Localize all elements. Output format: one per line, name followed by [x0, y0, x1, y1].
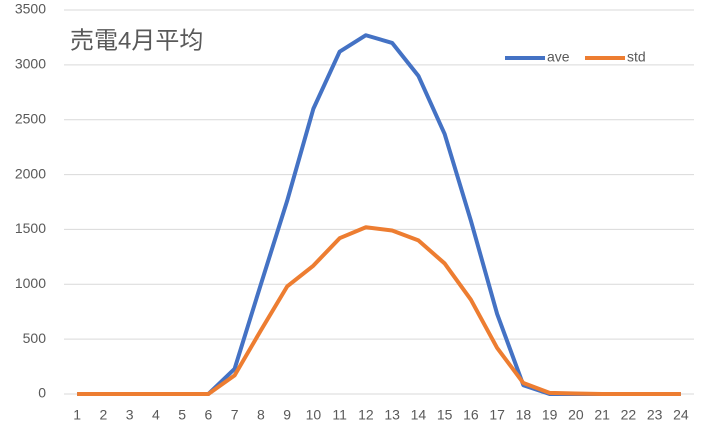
y-tick-label: 0 [38, 385, 46, 401]
y-tick-label: 1500 [15, 220, 46, 236]
x-tick-label: 23 [647, 407, 663, 423]
x-tick-label: 6 [204, 407, 212, 423]
x-tick-label: 24 [673, 407, 689, 423]
x-tick-label: 12 [358, 407, 374, 423]
x-tick-label: 5 [178, 407, 186, 423]
chart-title: 売電4月平均 [70, 27, 203, 54]
x-tick-label: 15 [437, 407, 453, 423]
x-tick-label: 22 [621, 407, 637, 423]
x-tick-label: 2 [99, 407, 107, 423]
x-tick-label: 3 [126, 407, 134, 423]
x-tick-label: 13 [384, 407, 400, 423]
x-tick-label: 11 [332, 407, 347, 423]
x-tick-label: 14 [411, 407, 427, 423]
x-tick-label: 7 [231, 407, 239, 423]
legend-label: std [627, 49, 646, 65]
x-tick-label: 16 [463, 407, 479, 423]
x-tick-label: 20 [568, 407, 584, 423]
x-tick-label: 17 [489, 407, 505, 423]
y-tick-label: 2500 [15, 110, 46, 126]
y-tick-label: 3500 [15, 1, 46, 17]
x-tick-label: 8 [257, 407, 265, 423]
x-tick-label: 18 [516, 407, 532, 423]
y-tick-label: 1000 [15, 275, 46, 291]
series-line [77, 225, 681, 396]
x-tick-label: 9 [283, 407, 291, 423]
y-tick-label: 2000 [15, 165, 46, 181]
y-tick-label: 3000 [15, 56, 46, 72]
y-tick-label: 500 [23, 330, 47, 346]
legend-label: ave [547, 49, 570, 65]
x-tick-label: 21 [594, 407, 610, 423]
x-tick-label: 4 [152, 407, 160, 423]
x-tick-label: 1 [73, 407, 81, 423]
series-line [77, 33, 681, 396]
x-tick-label: 19 [542, 407, 558, 423]
x-tick-label: 10 [306, 407, 322, 423]
